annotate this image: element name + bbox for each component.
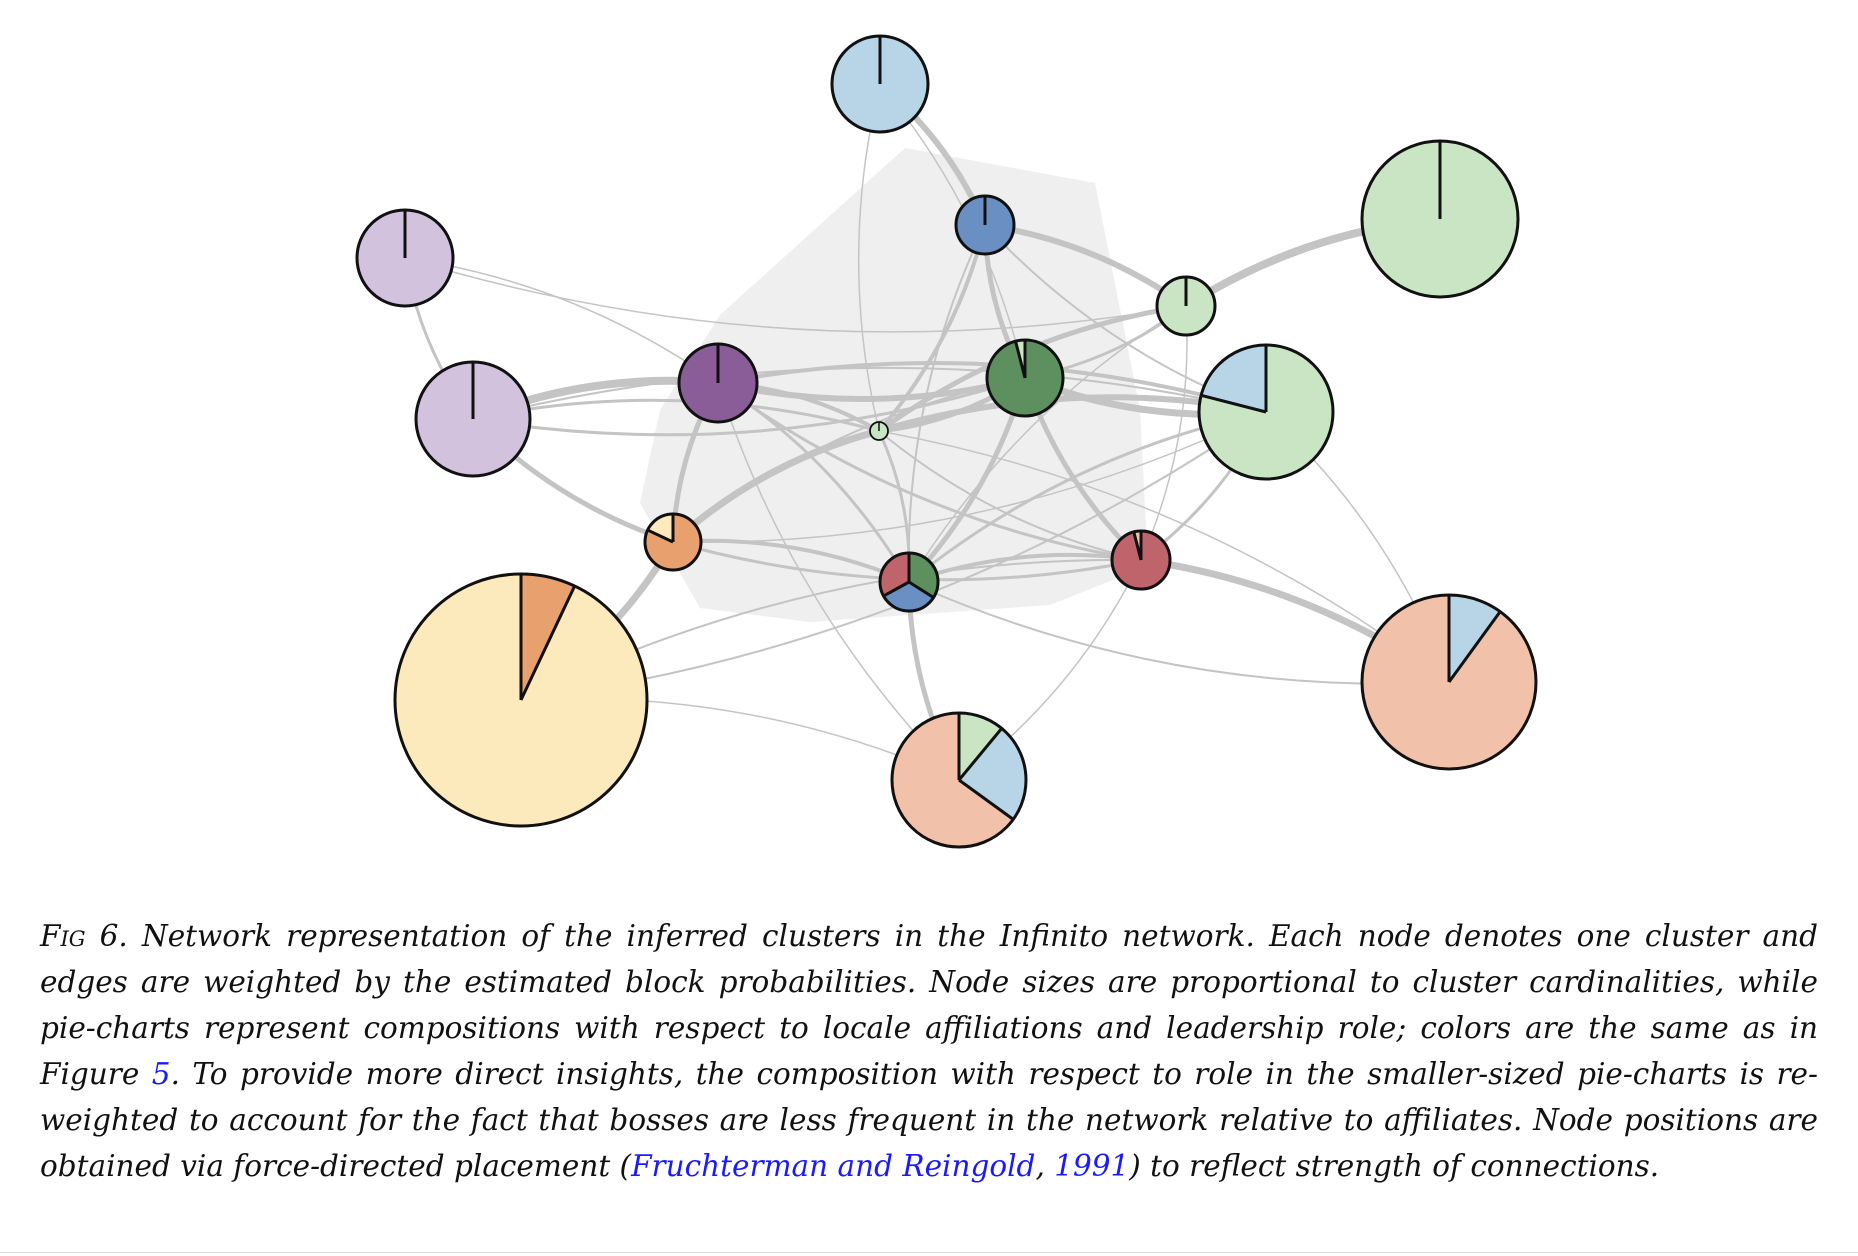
edge xyxy=(669,427,883,546)
edge xyxy=(1140,305,1188,561)
pie-node xyxy=(393,572,649,828)
pie-outline xyxy=(1197,343,1335,481)
pie-outline xyxy=(830,34,930,134)
pie-outline xyxy=(355,208,455,308)
pie-divider xyxy=(1200,393,1267,414)
edge xyxy=(471,376,1027,437)
edge xyxy=(716,381,1143,562)
citation-separator: , xyxy=(1035,1149,1055,1183)
pie-outline xyxy=(1110,529,1172,591)
edge xyxy=(672,411,1267,544)
pie-divider xyxy=(908,580,935,599)
pie-divider xyxy=(647,528,674,544)
pie-divider xyxy=(1447,610,1502,683)
pie-node xyxy=(954,194,1016,256)
pie-node xyxy=(985,338,1065,418)
pie-outline xyxy=(677,342,759,424)
pie-slice xyxy=(959,713,1002,780)
pie-divider xyxy=(957,727,1003,781)
figure-reference-link[interactable]: 5 xyxy=(151,1057,171,1091)
pie-divider xyxy=(1132,531,1143,561)
pie-outline xyxy=(414,360,532,478)
pie-node xyxy=(677,342,759,424)
caption-text-2: . To provide more direct insights, the c… xyxy=(40,1057,1818,1183)
page-divider xyxy=(0,1252,1858,1253)
pie-slice xyxy=(892,712,1014,847)
pie-node xyxy=(1197,343,1335,481)
pie-slice xyxy=(959,728,1026,820)
pie-slice xyxy=(1449,595,1501,682)
pie-node xyxy=(643,512,703,572)
network-figure xyxy=(355,34,1538,849)
pie-outline xyxy=(1360,139,1520,299)
pie-divider xyxy=(882,580,910,598)
citation-year-link[interactable]: 1991 xyxy=(1054,1149,1130,1183)
pie-outline xyxy=(1360,593,1538,771)
edge xyxy=(878,430,1142,561)
edge xyxy=(878,430,1450,683)
pie-slice xyxy=(1201,345,1266,412)
citation-authors-link[interactable]: Fruchterman and Reingold xyxy=(631,1149,1036,1183)
pie-node xyxy=(878,551,940,613)
figure-caption: Fig 6. Network representation of the inf… xyxy=(40,913,1818,1189)
pie-node xyxy=(869,421,889,441)
pie-node xyxy=(830,34,930,134)
pie-outline xyxy=(985,338,1065,418)
caption-text-3: ) to reflect strength of connections. xyxy=(1129,1149,1660,1183)
edge xyxy=(472,366,1267,420)
pie-slice xyxy=(647,514,673,542)
pie-node xyxy=(414,360,532,478)
edge xyxy=(908,305,1187,583)
figure-label: Fig 6. xyxy=(40,919,128,953)
pie-node xyxy=(890,711,1028,849)
edge xyxy=(404,257,1187,333)
edge xyxy=(671,538,911,584)
pie-divider xyxy=(1014,340,1027,379)
pie-outline xyxy=(869,421,889,441)
edge xyxy=(404,257,719,384)
caption-text-1: Network representation of the inferred c… xyxy=(40,919,1818,1091)
pie-outline xyxy=(954,194,1016,256)
node-layer xyxy=(355,34,1538,849)
pie-outline xyxy=(890,711,1028,849)
pie-node xyxy=(1360,593,1538,771)
pie-divider xyxy=(519,585,577,701)
pie-node xyxy=(355,208,455,308)
pie-node xyxy=(1155,275,1217,337)
pie-outline xyxy=(643,512,703,572)
pie-node xyxy=(1360,139,1520,299)
pie-outline xyxy=(393,572,649,828)
pie-divider xyxy=(958,778,1015,821)
pie-outline xyxy=(878,551,940,613)
pie-outline xyxy=(1155,275,1217,337)
pie-node xyxy=(1110,529,1172,591)
